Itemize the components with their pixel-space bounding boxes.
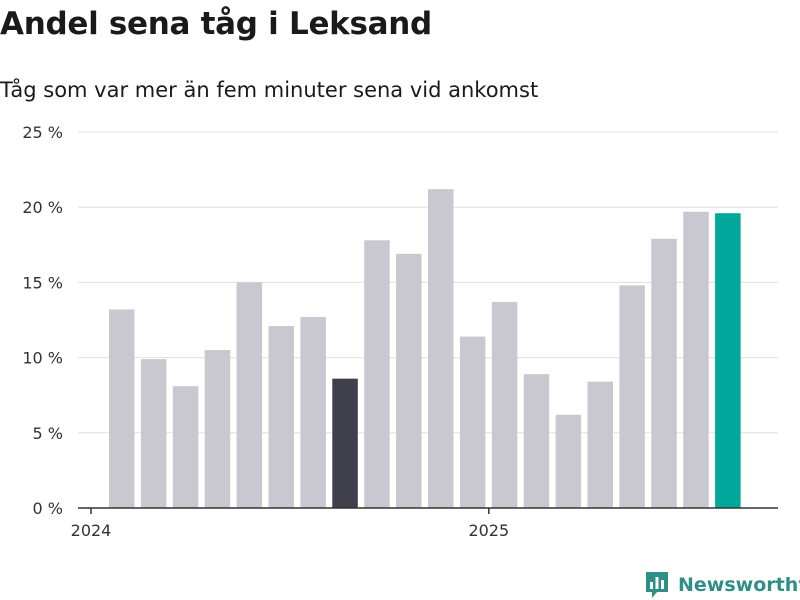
brand-name: Newsworthy [678,574,800,596]
bar-2024-02 [140,359,167,508]
bar-2025-03 [555,414,582,508]
y-tick-label: 0 % [33,499,63,518]
bar-2024-04 [204,350,231,508]
bar-2024-05 [236,282,263,508]
y-tick-label: 20 % [22,198,63,217]
bar-2024-09 [364,240,390,508]
bar-2024-10 [396,253,422,508]
bar-2025-01 [491,301,518,508]
bars [109,189,741,509]
bar-2025-02 [523,374,550,508]
x-axis-ticks: 2024 2025 [71,508,509,540]
bar-2024-01 [109,309,135,508]
x-tick-label: 2025 [468,521,509,540]
bar-2024-12 [459,336,486,508]
y-tick-label: 25 % [22,123,63,142]
bar-2024-11 [428,189,454,509]
bar-2024-06 [268,326,294,508]
bar-2024-08 [332,378,358,508]
bar-2025-06 [651,238,677,508]
newsworthy-logo-icon [646,572,668,598]
bar-2024-03 [172,386,199,508]
y-tick-label: 10 % [22,349,63,368]
y-axis-ticks: 0 % 5 % 10 % 15 % 20 % 25 % [22,123,63,518]
bar-2025-07 [683,211,709,508]
bar-2025-05 [619,285,645,508]
y-tick-label: 5 % [33,424,63,443]
brand-logo[interactable]: Newsworthy [644,570,800,600]
bar-2025-08 [715,213,741,508]
chart-subtitle: Tåg som var mer än fem minuter sena vid … [0,78,539,102]
chart-title: Andel sena tåg i Leksand [0,6,432,42]
bar-2024-07 [300,316,326,508]
x-tick-label: 2024 [71,521,112,540]
y-tick-label: 15 % [22,273,63,292]
bar-2025-04 [587,381,613,508]
